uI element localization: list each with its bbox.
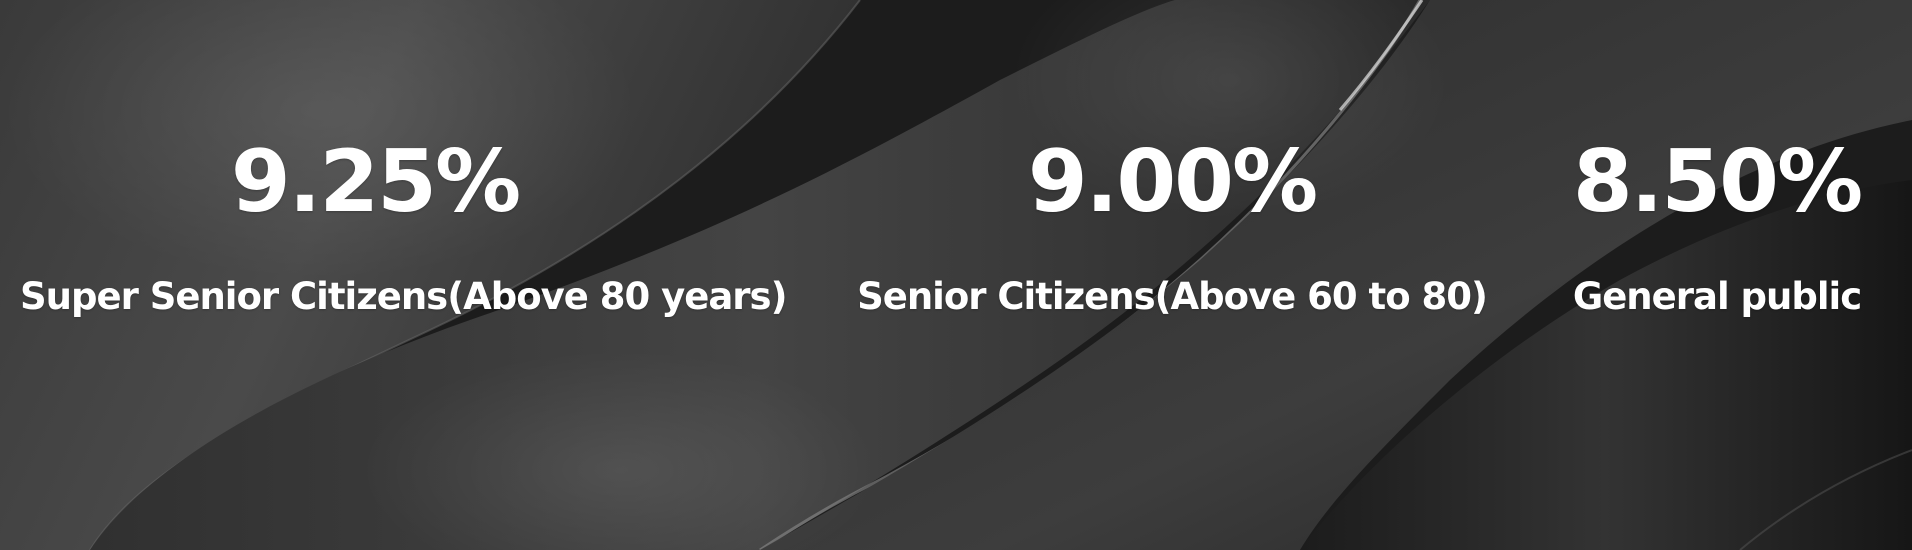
rate-label: Senior Citizens(Above 60 to 80) — [857, 275, 1488, 318]
rate-value: 9.25% — [230, 132, 521, 232]
rate-label: General public — [1572, 275, 1862, 318]
rate-value: 9.00% — [1027, 132, 1318, 232]
rate-label: Super Senior Citizens(Above 80 years) — [20, 275, 788, 318]
rate-value: 8.50% — [1572, 132, 1863, 232]
